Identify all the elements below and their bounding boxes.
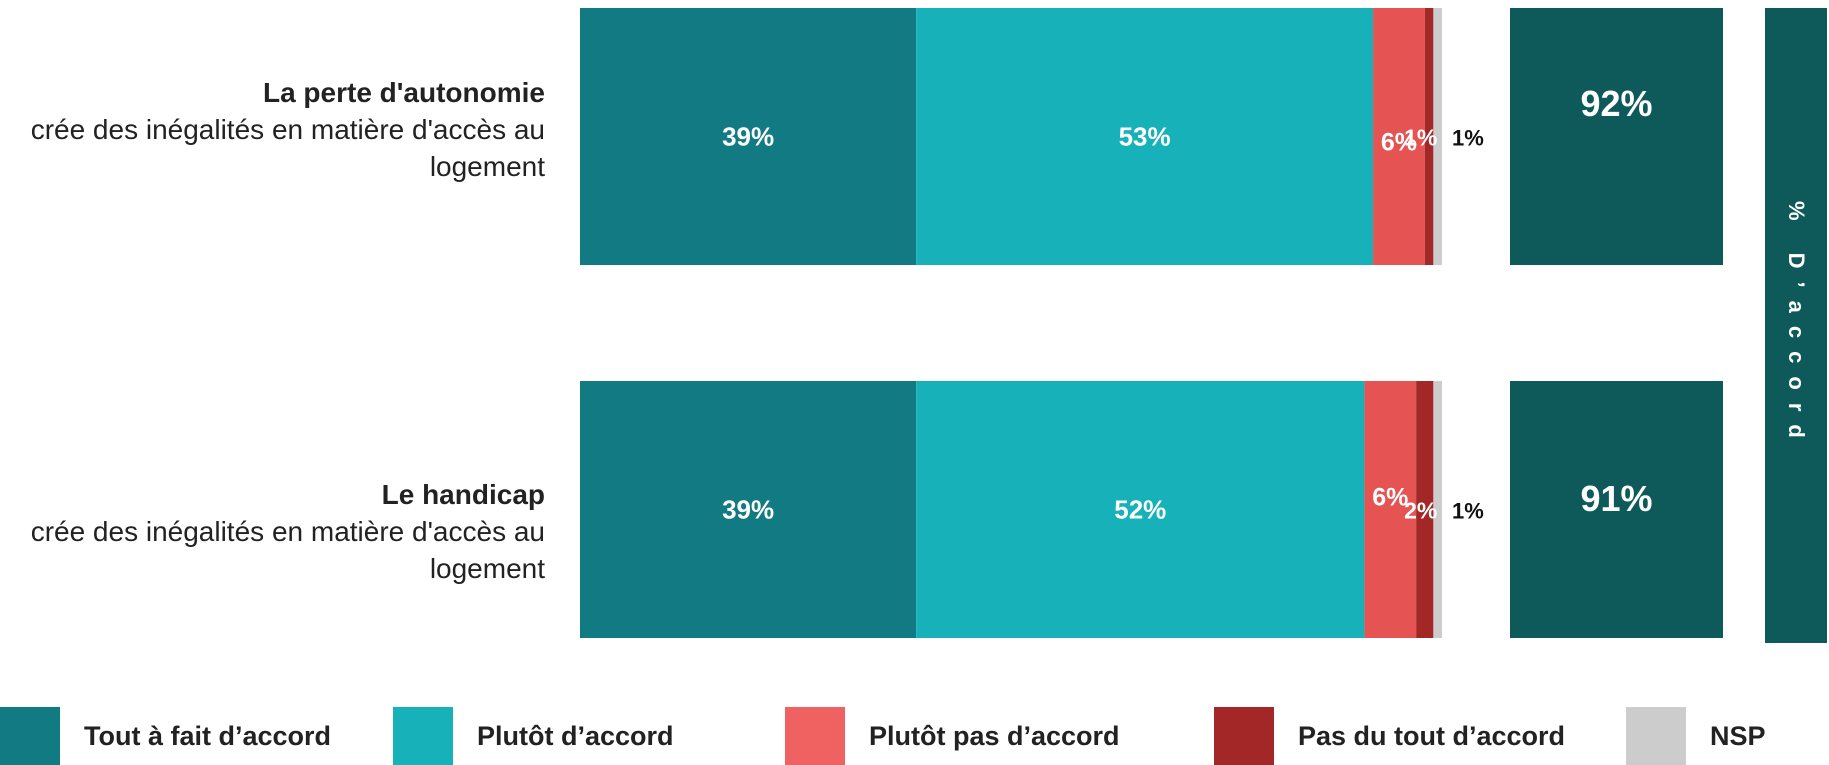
legend-swatch — [1214, 707, 1274, 765]
agreement-total-label: % D’accord — [1784, 200, 1809, 451]
bar-seg-plutot — [916, 381, 1365, 638]
bar-seg-tout-a-fait — [580, 381, 917, 638]
row-subtitle: crée des inégalités en matière d'accès a… — [30, 516, 545, 584]
bar-seg-pas-du-tout — [1416, 381, 1434, 638]
data-label: 39% — [722, 495, 774, 525]
total-label: 92% — [1580, 83, 1652, 124]
data-label: 1% — [1404, 125, 1437, 151]
legend-swatch — [1626, 707, 1686, 765]
row-label-perte-autonomie: La perte d'autonomie crée des inégalités… — [0, 74, 545, 185]
stacked-bar-chart: 39% 53% 6%1% 1%92%39% 52% 6%2% 1% 91% — [580, 8, 1723, 638]
legend-swatch — [393, 707, 453, 765]
legend-item: Pas du tout d’accord — [1214, 707, 1565, 765]
legend-label: Plutôt d’accord — [477, 720, 674, 751]
row-subtitle: crée des inégalités en matière d'accès a… — [30, 114, 545, 182]
bar-seg-tout-a-fait — [580, 8, 917, 265]
legend-item: Tout à fait d’accord — [0, 707, 331, 765]
bar-seg-plutot-pas — [1373, 8, 1425, 265]
bar-seg-plutot — [916, 8, 1374, 265]
agreement-total-header: % D’accord — [1765, 8, 1827, 643]
data-label: 2% — [1404, 498, 1437, 524]
bar-seg-plutot-pas — [1364, 381, 1417, 638]
data-label: 53% — [1119, 122, 1171, 152]
legend-item: NSP — [1626, 707, 1766, 765]
bar-seg-nsp — [1433, 8, 1442, 265]
legend-item: Plutôt d’accord — [393, 707, 674, 765]
legend-label: NSP — [1710, 720, 1766, 751]
data-label: 1% — [1452, 499, 1484, 524]
legend-item: Plutôt pas d’accord — [785, 707, 1120, 765]
legend-swatch — [785, 707, 845, 765]
total-box — [1510, 381, 1723, 638]
legend-label: Pas du tout d’accord — [1298, 720, 1566, 751]
data-label: 6% — [1381, 129, 1417, 157]
data-label: 39% — [722, 122, 774, 152]
legend-label: Tout à fait d’accord — [84, 720, 332, 751]
row-title: Le handicap — [381, 479, 545, 510]
bar-seg-nsp — [1433, 381, 1442, 638]
total-label: 91% — [1580, 478, 1652, 519]
legend-swatch — [0, 707, 60, 765]
row-label-handicap: Le handicap crée des inégalités en matiè… — [0, 476, 545, 587]
row-title: La perte d'autonomie — [262, 77, 545, 108]
bar-seg-pas-du-tout — [1424, 8, 1434, 265]
data-label: 1% — [1452, 126, 1484, 151]
legend-label: Plutôt pas d’accord — [869, 720, 1120, 751]
data-label: 52% — [1114, 495, 1166, 525]
total-box — [1510, 8, 1723, 265]
legend: Tout à fait d’accord Plutôt d’accord Plu… — [0, 707, 1829, 765]
data-label: 6% — [1372, 484, 1408, 512]
